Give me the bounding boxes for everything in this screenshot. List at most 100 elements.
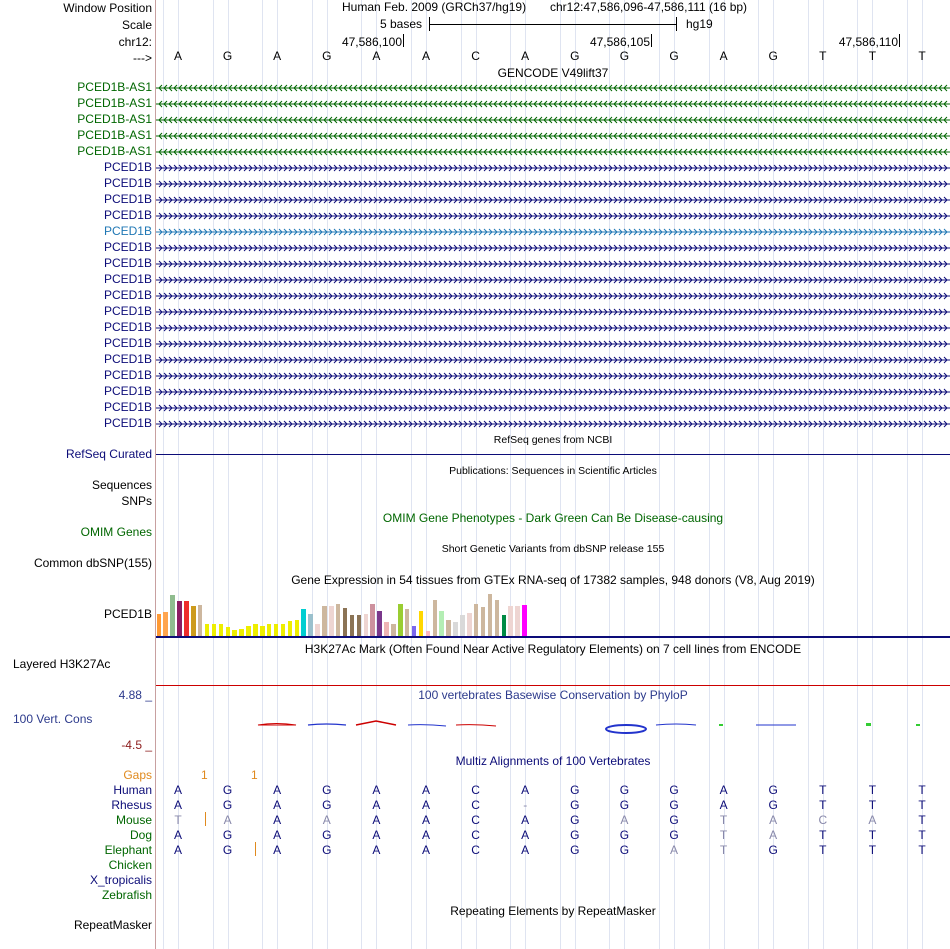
gtex-tissue-bar[interactable] <box>384 622 389 636</box>
gene-label-pced1b[interactable]: PCED1B <box>103 304 152 318</box>
gene-label-pced1b[interactable]: PCED1B <box>103 272 152 286</box>
species-label-human[interactable]: Human <box>113 783 152 797</box>
gene-feature-plus-strand[interactable] <box>156 177 950 191</box>
species-label-zebrafish[interactable]: Zebrafish <box>101 888 152 902</box>
species-label-dog[interactable]: Dog <box>129 828 152 842</box>
vert-cons-label[interactable]: 100 Vert. Cons <box>13 712 93 726</box>
gtex-tissue-bar[interactable] <box>197 605 203 636</box>
refseq-gene-line[interactable] <box>156 454 950 455</box>
gtex-tissue-bar[interactable] <box>467 613 472 636</box>
gtex-tissue-bar[interactable] <box>156 614 162 636</box>
gtex-tissue-bar[interactable] <box>177 601 182 636</box>
gene-label-pced1b[interactable]: PCED1B <box>103 320 152 334</box>
gtex-tissue-bar[interactable] <box>260 626 265 636</box>
gtex-tissue-bar[interactable] <box>239 629 244 636</box>
gene-label-pced1b-as1[interactable]: PCED1B-AS1 <box>77 80 152 94</box>
gtex-tissue-bar[interactable] <box>432 600 438 636</box>
gtex-tissue-bar[interactable] <box>315 624 320 636</box>
gtex-tissue-bar[interactable] <box>411 626 417 636</box>
gaps-label[interactable]: Gaps <box>123 768 152 782</box>
gene-feature-plus-strand[interactable] <box>156 385 950 399</box>
species-label-chicken[interactable]: Chicken <box>108 858 152 872</box>
gtex-tissue-bar[interactable] <box>232 630 237 636</box>
gene-feature-plus-strand[interactable] <box>156 289 950 303</box>
gtex-tissue-bar[interactable] <box>363 614 369 636</box>
gtex-tissue-bar[interactable] <box>211 624 217 636</box>
gtex-tissue-bar[interactable] <box>273 624 279 636</box>
gtex-tissue-bar[interactable] <box>335 604 341 636</box>
gene-feature-plus-strand[interactable] <box>156 193 950 207</box>
gtex-tissue-bar[interactable] <box>418 611 424 636</box>
gtex-tissue-bar[interactable] <box>501 615 507 636</box>
gtex-tissue-bar[interactable] <box>329 606 334 636</box>
gene-feature-plus-strand[interactable] <box>156 417 950 431</box>
gene-feature-minus-strand[interactable] <box>156 113 950 127</box>
gtex-tissue-bar[interactable] <box>425 631 431 636</box>
gene-feature-plus-strand[interactable] <box>156 321 950 335</box>
gene-label-pced1b[interactable]: PCED1B <box>103 336 152 350</box>
gtex-tissue-bar[interactable] <box>460 615 465 636</box>
gtex-tissue-bar[interactable] <box>356 615 362 636</box>
gtex-tissue-bar[interactable] <box>280 624 286 636</box>
gene-feature-plus-strand[interactable] <box>156 273 950 287</box>
gtex-tissue-bar[interactable] <box>398 604 403 636</box>
gtex-tissue-bar[interactable] <box>391 624 396 636</box>
genome-image-panel[interactable]: Human Feb. 2009 (GRCh37/hg19) chr12:47,5… <box>156 0 950 949</box>
gene-feature-plus-strand[interactable] <box>156 305 950 319</box>
gtex-gene-label[interactable]: PCED1B <box>103 607 152 621</box>
gtex-tissue-bar[interactable] <box>480 607 486 636</box>
gene-feature-plus-strand[interactable] <box>156 241 950 255</box>
gene-label-pced1b-as1[interactable]: PCED1B-AS1 <box>77 128 152 142</box>
gtex-tissue-bar[interactable] <box>191 606 196 636</box>
gene-feature-minus-strand[interactable] <box>156 97 950 111</box>
gtex-tissue-bar[interactable] <box>473 604 479 636</box>
gene-feature-plus-strand[interactable] <box>156 353 950 367</box>
gtex-tissue-bar[interactable] <box>204 624 210 636</box>
gene-feature-minus-strand[interactable] <box>156 129 950 143</box>
gtex-tissue-bar[interactable] <box>453 622 458 636</box>
conservation-logo-plot[interactable] <box>156 705 950 745</box>
gtex-tissue-bar[interactable] <box>522 605 527 636</box>
gene-feature-plus-strand[interactable] <box>156 225 950 239</box>
gene-label-pced1b[interactable]: PCED1B <box>103 416 152 430</box>
omim-genes-label[interactable]: OMIM Genes <box>80 525 152 539</box>
gene-label-pced1b[interactable]: PCED1B <box>103 368 152 382</box>
gene-label-pced1b[interactable]: PCED1B <box>103 256 152 270</box>
gtex-tissue-bar[interactable] <box>515 606 520 636</box>
gene-label-pced1b[interactable]: PCED1B <box>103 400 152 414</box>
common-dbsnp-label[interactable]: Common dbSNP(155) <box>33 556 152 570</box>
gtex-tissue-bar[interactable] <box>308 614 313 636</box>
gene-label-pced1b[interactable]: PCED1B <box>103 384 152 398</box>
gtex-tissue-bar[interactable] <box>301 609 306 636</box>
gene-feature-plus-strand[interactable] <box>156 401 950 415</box>
gene-label-pced1b-as1[interactable]: PCED1B-AS1 <box>77 112 152 126</box>
gtex-tissue-bar[interactable] <box>439 611 444 636</box>
refseq-curated-label[interactable]: RefSeq Curated <box>65 447 152 461</box>
gtex-tissue-bar[interactable] <box>494 600 500 636</box>
gtex-tissue-bar[interactable] <box>218 624 224 636</box>
gene-feature-plus-strand[interactable] <box>156 257 950 271</box>
gene-label-pced1b[interactable]: PCED1B <box>103 240 152 254</box>
species-label-mouse[interactable]: Mouse <box>115 813 152 827</box>
gene-label-pced1b[interactable]: PCED1B <box>103 192 152 206</box>
repeatmasker-label[interactable]: RepeatMasker <box>73 918 152 932</box>
gene-label-pced1b[interactable]: PCED1B <box>103 160 152 174</box>
gtex-tissue-bar[interactable] <box>294 620 300 636</box>
gene-label-pced1b[interactable]: PCED1B <box>103 208 152 222</box>
species-label-rhesus[interactable]: Rhesus <box>111 798 152 812</box>
gtex-tissue-bar[interactable] <box>170 595 175 636</box>
gtex-tissue-bar[interactable] <box>487 594 493 636</box>
gene-label-pced1b-as1[interactable]: PCED1B-AS1 <box>77 144 152 158</box>
species-label-x_tropicalis[interactable]: X_tropicalis <box>89 873 152 887</box>
species-label-elephant[interactable]: Elephant <box>104 843 152 857</box>
gtex-tissue-bar[interactable] <box>446 620 451 636</box>
gtex-tissue-bar[interactable] <box>225 627 231 636</box>
snps-label[interactable]: SNPs <box>121 494 152 508</box>
gene-feature-plus-strand[interactable] <box>156 337 950 351</box>
gene-label-pced1b[interactable]: PCED1B <box>103 224 152 238</box>
gene-feature-plus-strand[interactable] <box>156 161 950 175</box>
gtex-tissue-bar[interactable] <box>322 606 327 636</box>
gtex-tissue-bar[interactable] <box>508 606 513 636</box>
gene-feature-minus-strand[interactable] <box>156 81 950 95</box>
gene-feature-plus-strand[interactable] <box>156 369 950 383</box>
